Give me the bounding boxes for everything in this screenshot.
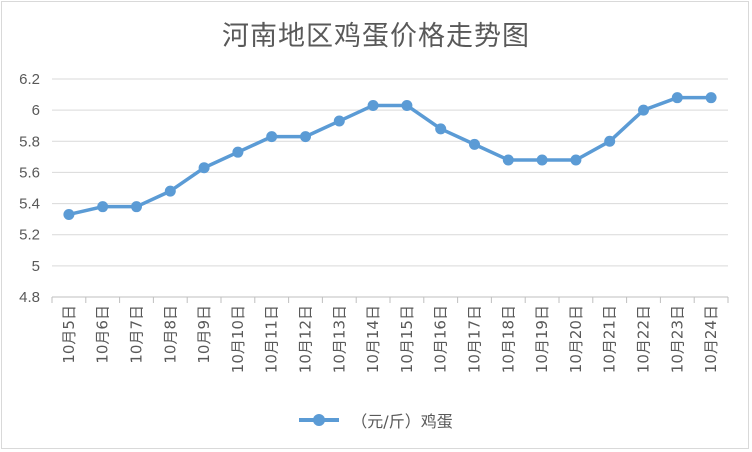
chart-title: 河南地区鸡蛋价格走势图 — [222, 21, 530, 52]
x-tick-label: 10月23日 — [668, 305, 686, 373]
legend: （元/斤）鸡蛋 — [0, 408, 752, 432]
legend-marker-icon — [313, 414, 326, 426]
x-tick-labels: 10月5日 10月6日 10月7日 10月8日 10月9日 10月10日 10月11日 10月… — [60, 305, 720, 373]
data-point — [63, 208, 75, 220]
y-tick-label: 5.6 — [19, 164, 40, 181]
data-point — [570, 154, 582, 166]
data-point — [536, 154, 548, 166]
y-tick-label: 5.4 — [19, 196, 40, 213]
y-tick-label: 5.2 — [19, 227, 40, 244]
legend-label: （元/斤）鸡蛋 — [351, 412, 453, 431]
data-point — [300, 131, 311, 143]
x-tick-label: 10月18日 — [499, 305, 517, 373]
x-tick-label: 10月5日 — [60, 305, 78, 364]
series-line — [67, 95, 713, 217]
data-point — [705, 92, 717, 104]
x-tick-label: 10月21日 — [601, 305, 619, 373]
x-tick-label: 10月20日 — [567, 305, 585, 373]
series-line — [67, 95, 713, 217]
data-point — [164, 185, 176, 197]
data-point — [97, 201, 109, 213]
y-tick-label: 6 — [32, 102, 40, 119]
data-point — [671, 92, 683, 104]
grid-lines — [52, 78, 728, 267]
y-tick-label: 6.2 — [19, 71, 40, 88]
x-tick-label: 10月22日 — [635, 305, 653, 373]
x-tick-label: 10月10日 — [229, 305, 247, 373]
x-tick-label: 10月17日 — [466, 305, 484, 373]
x-tick-label: 10月19日 — [533, 305, 551, 373]
y-tick-label: 5 — [32, 258, 40, 275]
data-point — [131, 201, 142, 213]
x-tick-label: 10月15日 — [398, 305, 416, 373]
data-point — [333, 115, 345, 127]
data-point — [198, 162, 210, 174]
data-point — [232, 146, 244, 158]
data-point — [502, 154, 514, 166]
x-tick-label: 10月7日 — [128, 305, 146, 364]
data-point — [266, 131, 278, 143]
y-tick-label: 4.8 — [19, 289, 40, 306]
data-point — [435, 123, 447, 135]
x-tick-label: 10月8日 — [161, 305, 179, 364]
x-tick-label: 10月24日 — [702, 305, 720, 373]
x-axis — [51, 296, 729, 303]
data-point — [469, 138, 480, 150]
x-tick-label: 10月13日 — [330, 305, 348, 373]
x-tick-label: 10月12日 — [297, 305, 315, 373]
legend-line-icon — [299, 414, 340, 426]
data-point — [367, 99, 379, 111]
y-tick-labels: 4.8 5 5.2 5.4 5.6 5.8 6 6.2 — [19, 71, 40, 306]
x-tick-label: 10月14日 — [364, 305, 382, 373]
data-point — [604, 135, 616, 147]
series-markers — [63, 92, 717, 220]
x-tick-label: 10月11日 — [263, 305, 281, 373]
y-tick-label: 5.8 — [19, 133, 40, 150]
data-point — [638, 104, 649, 116]
x-tick-label: 10月16日 — [432, 305, 450, 373]
x-tick-label: 10月6日 — [94, 305, 112, 364]
data-point — [401, 99, 413, 111]
x-tick-label: 10月9日 — [195, 305, 213, 364]
